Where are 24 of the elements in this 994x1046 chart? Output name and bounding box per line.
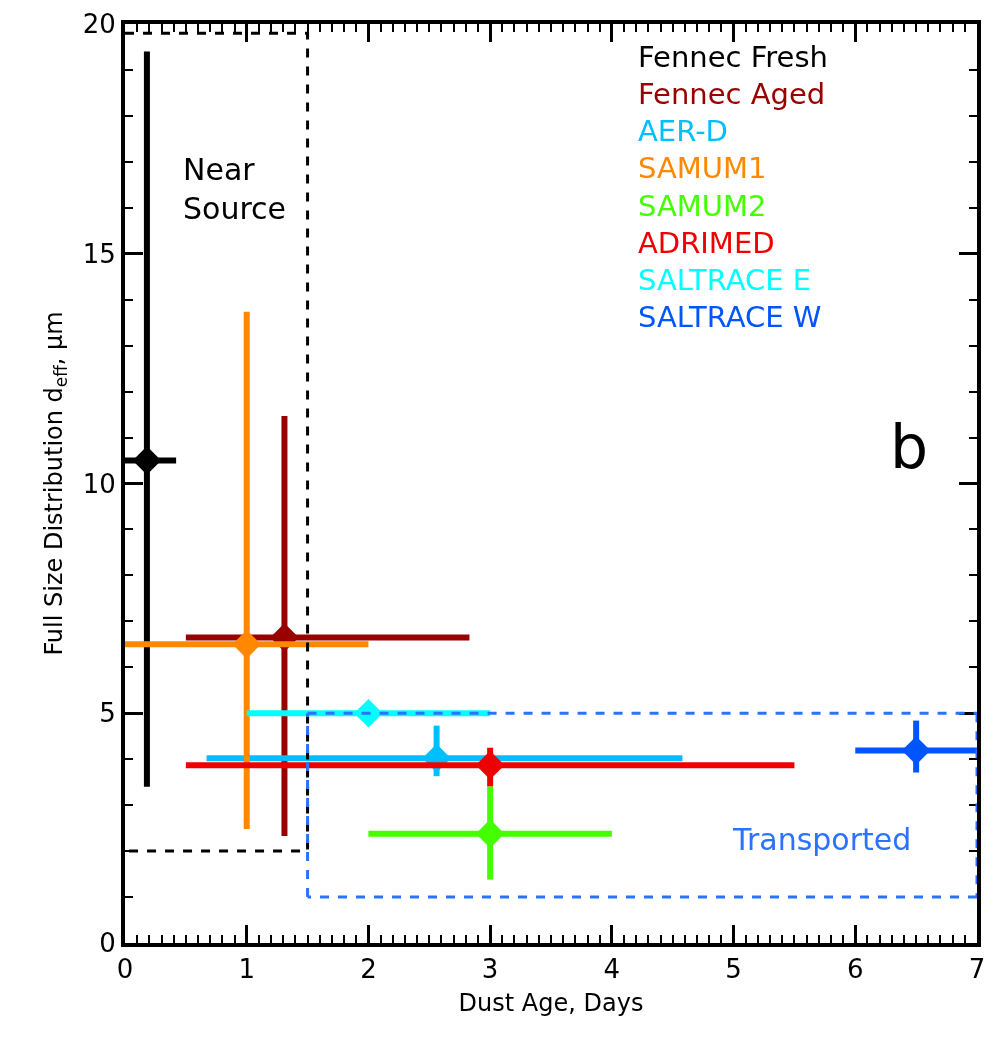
x-tick-label: 3 [481,954,499,985]
text: SALTRACE E [638,263,812,297]
text: ADRIMED [638,226,775,260]
y-tick-label: 10 [82,468,116,499]
x-tick-label: 7 [968,954,986,985]
x-tick-label: 4 [603,954,621,985]
text: SALTRACE W [638,300,822,334]
annotation: Transported [732,822,912,857]
text: SAMUM2 [638,189,767,223]
y-tick-label: 15 [82,238,116,269]
legend-label: Fennec Fresh [638,40,828,74]
y-tick-label: 0 [99,928,116,959]
x-tick-label: 5 [725,954,742,985]
text: AER-D [638,114,728,148]
x-tick-label: 6 [847,954,864,985]
annotation: Near Source [183,152,287,226]
x-axis-title: Dust Age, Days [458,989,644,1017]
x-tick-label: 2 [360,954,377,985]
text: Fennec Aged [638,77,826,111]
y-tick-label: 5 [99,698,116,729]
y-tick-label: 20 [82,9,116,40]
text: SAMUM1 [638,151,767,185]
annotation: b [890,412,929,482]
x-tick-label: 1 [238,954,255,985]
